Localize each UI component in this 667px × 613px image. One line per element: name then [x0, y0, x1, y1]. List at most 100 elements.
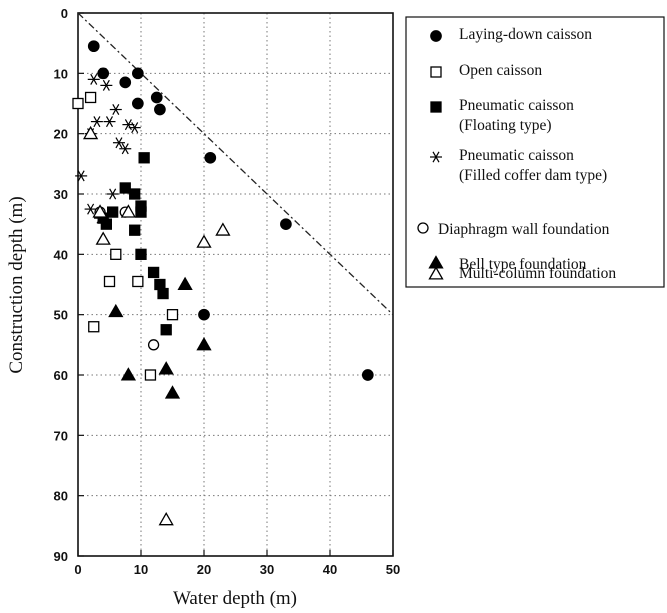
data-point — [128, 122, 141, 134]
series-5 — [108, 276, 212, 399]
x-tick-label: 10 — [134, 562, 148, 577]
legend-item: Laying-down caisson — [430, 26, 592, 43]
data-points — [72, 40, 374, 526]
data-point — [166, 309, 179, 321]
legend-item: Diaphragm wall foundation — [417, 221, 610, 238]
data-point — [138, 152, 150, 164]
data-point — [154, 103, 166, 116]
data-point — [204, 151, 217, 164]
data-point — [135, 248, 147, 260]
series-6 — [82, 125, 231, 526]
x-tick-label: 30 — [260, 562, 274, 577]
legend-marker — [430, 30, 442, 42]
reference-line-layer — [77, 12, 394, 316]
legend-marker — [430, 66, 442, 78]
x-axis-label: Water depth (m) — [173, 588, 297, 609]
y-tick-label: 30 — [54, 187, 68, 202]
data-point — [112, 137, 125, 149]
legend-label: Laying-down caisson — [459, 26, 592, 43]
data-point — [158, 511, 174, 526]
y-tick-label: 0 — [61, 6, 68, 21]
legend-label: Multi-column foundation — [459, 265, 616, 282]
legend-item: Bell type foundation — [428, 255, 587, 273]
data-point — [157, 287, 169, 300]
legend-item: Pneumatic caisson (Filled coffer dam type… — [430, 147, 607, 184]
data-point — [129, 188, 141, 200]
data-point — [198, 308, 210, 321]
data-point — [120, 204, 137, 218]
y-tick-label: 60 — [54, 368, 68, 383]
data-point — [215, 222, 231, 236]
grid — [77, 12, 394, 557]
legend-label: Open caisson — [459, 62, 542, 79]
data-point — [84, 91, 97, 104]
data-point — [95, 231, 111, 245]
legend-item: Open caisson — [430, 62, 542, 79]
legend-marker — [417, 222, 429, 234]
legend-label: Diaphragm wall foundation — [438, 221, 610, 238]
y-tick-label: 50 — [54, 308, 68, 323]
x-tick-label: 20 — [197, 562, 211, 577]
y-tick-label: 90 — [54, 549, 68, 564]
x-tick-label: 40 — [323, 562, 337, 577]
data-point — [108, 303, 124, 318]
data-point — [107, 206, 119, 218]
data-point — [132, 275, 144, 288]
data-point — [280, 218, 292, 231]
series-1 — [72, 91, 179, 381]
data-point — [100, 79, 113, 91]
data-point — [150, 91, 163, 104]
data-point — [82, 125, 99, 140]
reference-line — [77, 12, 394, 316]
data-point — [119, 143, 132, 155]
data-point — [87, 40, 100, 53]
y-tick-label: 10 — [54, 66, 68, 81]
data-point — [147, 266, 160, 279]
y-tick-label: 20 — [54, 127, 68, 142]
legend: Laying-down caisson Open caisson Pneumatic… — [405, 16, 665, 288]
data-point — [158, 361, 174, 375]
data-point — [84, 203, 97, 215]
data-point — [196, 337, 212, 351]
data-point — [92, 204, 108, 218]
data-point — [97, 67, 110, 79]
legend-marker — [430, 151, 442, 163]
data-point — [120, 367, 137, 381]
data-point — [135, 206, 147, 218]
data-point — [177, 276, 193, 291]
legend-marker — [428, 266, 444, 280]
y-tick-label: 70 — [54, 428, 68, 443]
data-point — [119, 76, 132, 89]
data-point — [147, 339, 160, 351]
data-point — [106, 188, 119, 200]
data-point — [100, 218, 112, 230]
data-point — [196, 234, 212, 248]
data-point — [72, 97, 84, 110]
legend-item: Pneumatic caisson (Floating type) — [430, 97, 574, 134]
series-2 — [97, 152, 172, 336]
legend-label: Pneumatic caisson (Filled coffer dam type… — [459, 147, 607, 184]
legend-item: Multi-column foundation — [428, 265, 616, 282]
legend-label: Pneumatic caisson (Floating type) — [459, 97, 574, 134]
y-tick-label: 40 — [54, 247, 68, 262]
series-3 — [75, 67, 141, 224]
data-point — [103, 116, 116, 128]
data-point — [109, 104, 122, 116]
data-point — [90, 116, 103, 128]
data-point — [144, 369, 157, 381]
plot-frame — [77, 12, 394, 557]
data-point — [164, 385, 181, 399]
data-point — [160, 324, 172, 336]
legend-label: Bell type foundation — [459, 256, 587, 273]
data-point — [132, 97, 144, 110]
data-point — [103, 275, 116, 288]
data-point — [132, 67, 144, 80]
data-point — [88, 321, 100, 333]
tick-labels: 0 10 20 30 40 50 0 10 20 30 40 50 60 70 80 90 — [54, 6, 401, 577]
data-point — [87, 73, 100, 85]
legend-marker — [430, 101, 442, 113]
y-tick-label: 80 — [54, 489, 68, 504]
data-point — [361, 369, 374, 381]
data-point — [129, 224, 141, 236]
